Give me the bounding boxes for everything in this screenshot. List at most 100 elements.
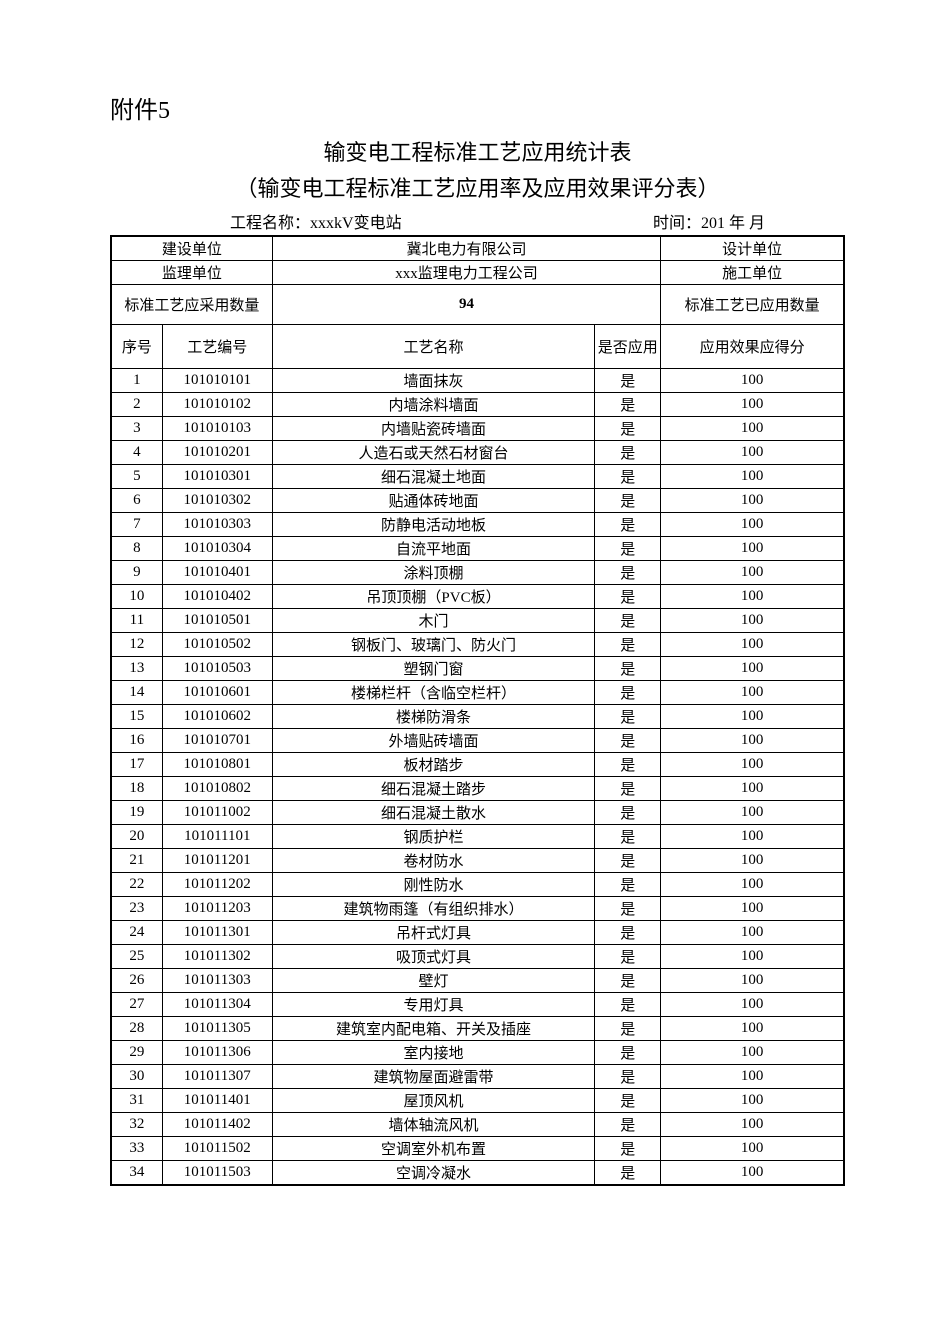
cell-applied: 是 (595, 729, 661, 753)
table-row: 18101010802细石混凝土踏步是100 (111, 777, 844, 801)
cell-code: 101011302 (162, 945, 272, 969)
cell-name: 细石混凝土踏步 (272, 777, 595, 801)
cell-seq: 29 (111, 1041, 162, 1065)
cell-code: 101011101 (162, 825, 272, 849)
cell-name: 涂料顶棚 (272, 561, 595, 585)
table-row: 10101010402吊顶顶棚（PVC板）是100 (111, 585, 844, 609)
cell-applied: 是 (595, 1089, 661, 1113)
cell-seq: 6 (111, 489, 162, 513)
col-applied: 是否应用 (595, 325, 661, 369)
cell-code: 101010101 (162, 369, 272, 393)
table-row: 23101011203建筑物雨篷（有组织排水）是100 (111, 897, 844, 921)
project-label: 工程名称： (230, 215, 310, 232)
cell-applied: 是 (595, 465, 661, 489)
cell-name: 塑钢门窗 (272, 657, 595, 681)
cell-name: 刚性防水 (272, 873, 595, 897)
cell-applied: 是 (595, 705, 661, 729)
table-row: 27101011304专用灯具是100 (111, 993, 844, 1017)
cell-seq: 31 (111, 1089, 162, 1113)
table-row: 17101010801板材踏步是100 (111, 753, 844, 777)
cell-name: 自流平地面 (272, 537, 595, 561)
hdr-build-unit-label: 建设单位 (111, 236, 272, 261)
cell-score: 100 (661, 513, 844, 537)
cell-name: 室内接地 (272, 1041, 595, 1065)
hdr-design-unit-label: 设计单位 x (661, 236, 844, 261)
cell-applied: 是 (595, 633, 661, 657)
cell-seq: 1 (111, 369, 162, 393)
cell-seq: 9 (111, 561, 162, 585)
cell-name: 楼梯防滑条 (272, 705, 595, 729)
cell-applied: 是 (595, 1137, 661, 1161)
cell-applied: 是 (595, 849, 661, 873)
cell-seq: 20 (111, 825, 162, 849)
cell-seq: 18 (111, 777, 162, 801)
cell-code: 101011301 (162, 921, 272, 945)
table-row: 25101011302吸顶式灯具是100 (111, 945, 844, 969)
cell-score: 100 (661, 921, 844, 945)
cell-score: 100 (661, 441, 844, 465)
cell-score: 100 (661, 609, 844, 633)
cell-name: 墙面抹灰 (272, 369, 595, 393)
table-row: 12101010502钢板门、玻璃门、防火门是100 (111, 633, 844, 657)
cell-applied: 是 (595, 753, 661, 777)
cell-name: 专用灯具 (272, 993, 595, 1017)
cell-code: 101010501 (162, 609, 272, 633)
cell-score: 100 (661, 489, 844, 513)
cell-score: 100 (661, 537, 844, 561)
cell-seq: 11 (111, 609, 162, 633)
cell-seq: 24 (111, 921, 162, 945)
table-row: 8101010304自流平地面是100 (111, 537, 844, 561)
cell-code: 101010102 (162, 393, 272, 417)
meta-row: 工程名称：xxxkV变电站 时间：201 年 月 (110, 209, 845, 235)
cell-seq: 32 (111, 1113, 162, 1137)
cell-code: 101011502 (162, 1137, 272, 1161)
cell-seq: 25 (111, 945, 162, 969)
cell-score: 100 (661, 393, 844, 417)
table-row: 20101011101钢质护栏是100 (111, 825, 844, 849)
cell-code: 101010301 (162, 465, 272, 489)
cell-code: 101010103 (162, 417, 272, 441)
cell-score: 100 (661, 633, 844, 657)
attachment-label: 附件5 (110, 90, 845, 125)
cell-applied: 是 (595, 681, 661, 705)
cell-score: 100 (661, 465, 844, 489)
table-row: 32101011402墙体轴流风机是100 (111, 1113, 844, 1137)
table-row: 24101011301吊杆式灯具是100 (111, 921, 844, 945)
cell-seq: 5 (111, 465, 162, 489)
table-row: 11101010501木门是100 (111, 609, 844, 633)
table-row: 21101011201卷材防水是100 (111, 849, 844, 873)
cell-name: 木门 (272, 609, 595, 633)
cell-code: 101011503 (162, 1161, 272, 1186)
project-value: xxxkV变电站 (310, 215, 402, 232)
cell-applied: 是 (595, 561, 661, 585)
cell-code: 101010801 (162, 753, 272, 777)
table-row: 30101011307建筑物屋面避雷带是100 (111, 1065, 844, 1089)
cell-score: 100 (661, 417, 844, 441)
cell-applied: 是 (595, 657, 661, 681)
cell-seq: 22 (111, 873, 162, 897)
title-main: 输变电工程标准工艺应用统计表 (110, 135, 845, 167)
cell-applied: 是 (595, 1041, 661, 1065)
cell-code: 101010601 (162, 681, 272, 705)
cell-applied: 是 (595, 1161, 661, 1186)
hdr-std-should-value: 94 (272, 285, 660, 325)
hdr-supervise-unit-label: 监理单位 (111, 261, 272, 285)
cell-code: 101011303 (162, 969, 272, 993)
cell-code: 101011307 (162, 1065, 272, 1089)
cell-code: 101011201 (162, 849, 272, 873)
cell-code: 101010502 (162, 633, 272, 657)
cell-name: 屋顶风机 (272, 1089, 595, 1113)
cell-seq: 14 (111, 681, 162, 705)
table-row: 2101010102内墙涂料墙面是100 (111, 393, 844, 417)
cell-applied: 是 (595, 945, 661, 969)
cell-code: 101010701 (162, 729, 272, 753)
cell-code: 101011401 (162, 1089, 272, 1113)
cell-applied: 是 (595, 897, 661, 921)
cell-seq: 8 (111, 537, 162, 561)
cell-seq: 4 (111, 441, 162, 465)
cell-score: 100 (661, 657, 844, 681)
cell-score: 100 (661, 1161, 844, 1186)
cell-name: 板材踏步 (272, 753, 595, 777)
cell-seq: 27 (111, 993, 162, 1017)
cell-name: 吸顶式灯具 (272, 945, 595, 969)
